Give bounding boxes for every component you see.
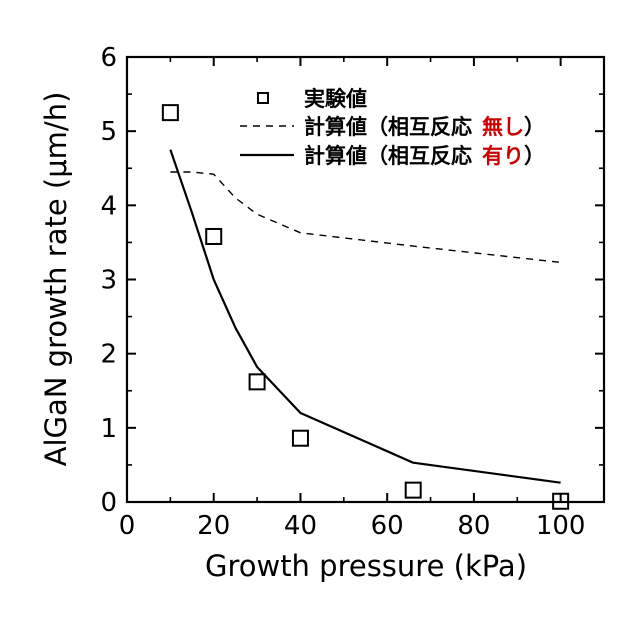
legend-label-with-interaction: 計算値（相互反応 有り）	[304, 144, 545, 168]
x-tick-label-40: 40	[284, 511, 317, 541]
legend-label-experimental: 実験値	[304, 87, 367, 111]
legend-marker-experimental	[257, 92, 269, 104]
experimental-point	[161, 104, 179, 122]
legend-label-with-interaction-main: 計算値（相互反応	[304, 144, 472, 168]
legend-label-with-interaction-end: ）	[524, 144, 545, 168]
plot-marks	[161, 104, 570, 510]
experimental-point	[404, 481, 422, 499]
x-tick-label-20: 20	[197, 511, 230, 541]
x-tick-label-0: 0	[119, 511, 136, 541]
calc-line-no-interaction	[170, 171, 561, 264]
calc-line-with-interaction	[169, 149, 561, 484]
experimental-point	[248, 373, 266, 391]
legend-label-no-interaction-main: 計算値（相互反応	[304, 115, 472, 139]
experimental-point	[291, 429, 309, 447]
legend: 実験値 計算値（相互反応 無し） 計算値（相互反応 有り）	[240, 87, 545, 168]
y-tick-label-5: 5	[100, 117, 117, 147]
y-tick-label-3: 3	[100, 266, 117, 296]
legend-label-with-interaction-highlight: 有り	[482, 144, 524, 168]
y-tick-label-6: 6	[100, 43, 117, 73]
y-tick-label-0: 0	[100, 488, 117, 518]
y-tick-label-1: 1	[100, 414, 117, 444]
legend-label-no-interaction-end: ）	[524, 115, 545, 139]
x-tick-label-80: 80	[457, 511, 490, 541]
axis-ticks: 0 20 40 60 80 100 0 1 2 3 4 5 6	[100, 43, 604, 541]
x-tick-label-60: 60	[371, 511, 404, 541]
x-tick-label-100: 100	[536, 511, 586, 541]
y-axis-title: AlGaN growth rate (μm/h)	[39, 92, 73, 467]
y-tick-label-4: 4	[100, 191, 117, 221]
legend-label-no-interaction-highlight: 無し	[482, 115, 524, 139]
experimental-point	[205, 227, 223, 245]
x-axis-title: Growth pressure (kPa)	[205, 549, 527, 583]
y-tick-label-2: 2	[100, 340, 117, 370]
legend-label-no-interaction: 計算値（相互反応 無し）	[304, 115, 545, 139]
